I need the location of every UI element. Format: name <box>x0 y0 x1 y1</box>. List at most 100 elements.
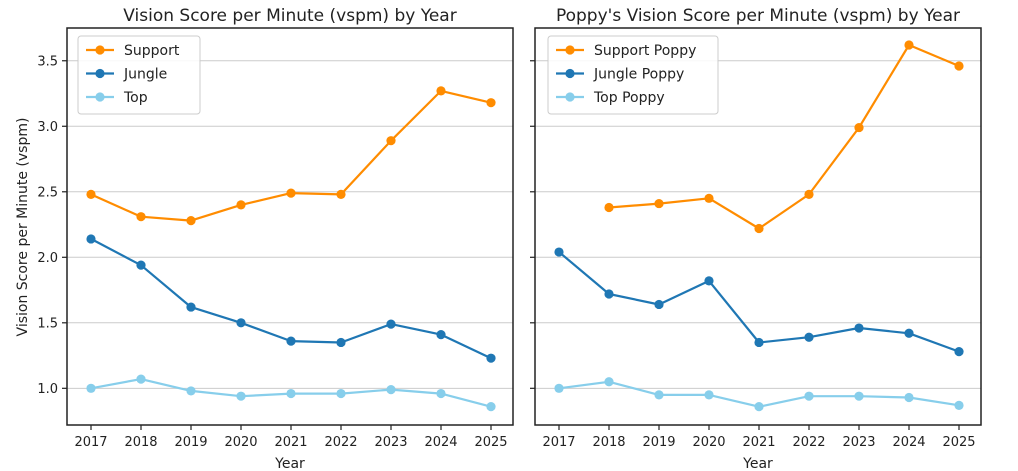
legend-marker <box>565 92 575 102</box>
legend-label: Support <box>124 43 180 59</box>
legend-item-jungle: Jungle <box>86 67 167 83</box>
data-point <box>186 216 196 226</box>
data-point <box>186 386 196 396</box>
data-point <box>704 276 714 286</box>
y-tick-label: 2.0 <box>37 251 58 266</box>
legend-item-support-poppy: Support Poppy <box>556 43 696 59</box>
x-tick-label: 2021 <box>742 435 775 450</box>
legend-item-support: Support <box>86 43 180 59</box>
x-tick-label: 2018 <box>592 435 625 450</box>
legend-box <box>547 35 719 115</box>
legend: Support Jungle Top <box>77 35 201 115</box>
data-point <box>386 136 396 146</box>
data-point <box>286 336 296 346</box>
data-point <box>904 40 914 50</box>
data-point <box>336 189 346 199</box>
legend-label: Top <box>123 90 148 106</box>
data-point <box>486 402 496 412</box>
data-point <box>754 337 764 348</box>
data-point <box>136 260 146 270</box>
data-point <box>854 391 864 401</box>
y-tick-label: 3.0 <box>37 120 58 135</box>
data-point <box>136 374 146 384</box>
y-tick-label: 1.5 <box>37 316 58 331</box>
x-tick-label: 2021 <box>274 435 307 450</box>
data-point <box>654 390 664 400</box>
x-axis-label: Year <box>742 456 773 471</box>
data-point <box>804 391 814 401</box>
legend-label: Jungle <box>123 67 167 83</box>
legend-label: Top Poppy <box>593 90 665 106</box>
data-point <box>336 388 346 399</box>
y-tick-label: 2.5 <box>37 185 58 200</box>
x-axis-label: Year <box>274 456 305 471</box>
data-point <box>136 212 146 222</box>
data-point <box>236 391 246 401</box>
x-tick-label: 2019 <box>174 435 207 450</box>
x-tick-label: 2020 <box>224 435 257 450</box>
x-tick-label: 2023 <box>842 435 875 450</box>
data-point <box>954 61 964 71</box>
y-tick-label: 1.0 <box>37 382 58 397</box>
plot-frame <box>534 27 982 426</box>
chart-title: Poppy's Vision Score per Minute (vspm) b… <box>556 6 960 26</box>
x-tick-label: 2017 <box>542 435 575 450</box>
data-point <box>604 289 614 299</box>
data-point <box>954 400 964 410</box>
data-point <box>854 323 864 333</box>
data-point <box>236 200 246 210</box>
data-point <box>904 328 914 338</box>
legend-box <box>77 35 201 115</box>
data-point <box>86 383 96 393</box>
data-point <box>804 189 814 199</box>
data-point <box>704 390 714 400</box>
x-tick-label: 2019 <box>642 435 675 450</box>
series-support-poppy <box>604 40 964 234</box>
data-point <box>486 98 496 108</box>
data-point <box>286 188 296 198</box>
data-point <box>436 329 446 340</box>
series-top <box>86 374 496 412</box>
x-tick-label: 2022 <box>324 435 357 450</box>
plot-frame <box>66 27 514 426</box>
legend-marker <box>565 45 575 55</box>
legend-marker <box>565 68 575 79</box>
series-line <box>608 43 960 230</box>
data-point <box>704 193 714 203</box>
data-point <box>486 353 496 363</box>
chart-panel-poppy: 2017 2018 2019 2020 2021 2022 2023 2024 2025 Pop… <box>530 6 982 471</box>
series-top-poppy <box>554 377 964 412</box>
data-point <box>854 122 864 133</box>
y-axis-label: Vision Score per Minute (vspm) <box>15 118 31 337</box>
legend-marker <box>95 92 105 102</box>
chart-panel-overall: 1.0 1.5 2.0 2.5 3.0 3.5 2017 2018 2019 2020 2021 20… <box>15 6 514 471</box>
data-point <box>436 388 446 399</box>
data-point <box>654 198 664 209</box>
y-tick-label: 3.5 <box>37 54 58 69</box>
series-jungle <box>86 234 496 363</box>
chart-title: Vision Score per Minute (vspm) by Year <box>123 6 456 26</box>
data-point <box>386 319 396 329</box>
data-point <box>286 388 296 399</box>
data-point <box>554 383 564 393</box>
x-tick-label: 2024 <box>892 435 925 450</box>
data-point <box>904 392 914 403</box>
x-tick-label: 2024 <box>424 435 457 450</box>
x-tick-label: 2022 <box>792 435 825 450</box>
data-point <box>86 234 96 244</box>
legend-label: Jungle Poppy <box>593 67 684 83</box>
data-point <box>754 223 764 234</box>
series-line <box>558 251 960 353</box>
data-point <box>436 86 446 96</box>
x-tick-label: 2025 <box>942 435 975 450</box>
legend-marker <box>95 68 105 79</box>
data-point <box>236 318 246 328</box>
data-point <box>954 347 964 357</box>
data-point <box>804 332 814 342</box>
legend: Support Poppy Jungle Poppy Top Poppy <box>547 35 719 115</box>
legend-item-jungle-poppy: Jungle Poppy <box>556 67 684 83</box>
legend-item-top-poppy: Top Poppy <box>556 90 665 106</box>
series-support <box>86 86 496 226</box>
data-point <box>336 337 346 348</box>
